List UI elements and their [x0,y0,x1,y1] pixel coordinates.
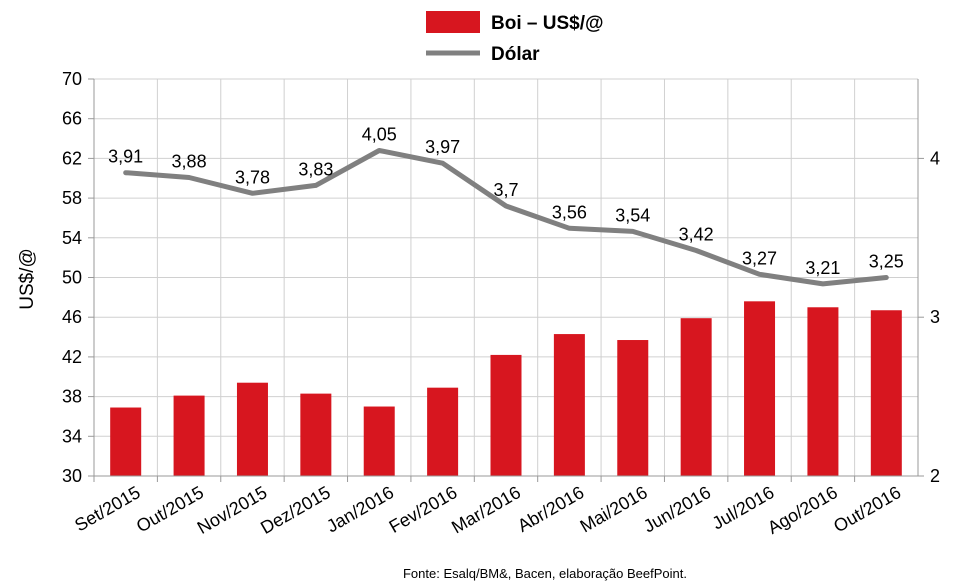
bar [617,340,649,476]
x-tick-label: Nov/2015 [194,482,271,538]
x-tick-label: Ago/2016 [764,482,841,538]
y-tick-label: 58 [62,188,82,208]
bar [870,310,902,476]
y2-tick-label: 3 [930,307,940,327]
bar [744,301,776,476]
data-label: 3,78 [235,167,270,187]
bar [680,318,712,476]
y-tick-label: 46 [62,307,82,327]
y-tick-label: 66 [62,109,82,129]
x-tick-label: Dez/2015 [257,482,334,538]
x-tick-label: Mar/2016 [448,482,524,537]
y-axis-label: US$/@ [17,248,38,310]
x-axis-ticks: Set/2015Out/2015Nov/2015Dez/2015Jan/2016… [71,476,904,538]
y-tick-label: 54 [62,228,82,248]
y-tick-label: 34 [62,426,82,446]
y-axis-ticks: 30 34 38 42 46 50 54 58 62 66 70 [62,69,94,486]
data-label: 3,7 [493,180,518,200]
x-tick-label: Set/2015 [71,482,143,535]
legend-swatch-boi [426,11,480,33]
bars [110,301,902,476]
data-label: 3,21 [805,258,840,278]
x-tick-label: Out/2015 [133,482,207,536]
x-tick-label: Fev/2016 [386,482,461,537]
y-tick-label: 30 [62,466,82,486]
data-label: 4,05 [362,124,397,144]
data-label: 3,91 [108,147,143,167]
legend-label-boi: Boi – US$/@ [491,13,604,34]
bar [553,334,585,476]
dolar-series-line [123,148,889,287]
x-tick-label: Out/2016 [830,482,904,536]
legend-label-dolar: Dólar [491,44,540,65]
bar [236,382,268,476]
bar [300,393,332,476]
y-tick-label: 38 [62,387,82,407]
bar [173,395,205,476]
bar [110,407,142,476]
source-note: Fonte: Esalq/BM&, Bacen, elaboração Beef… [403,566,687,581]
y2-tick-label: 4 [930,148,940,168]
x-tick-label: Jan/2016 [323,482,397,536]
legend: Boi – US$/@ Dólar [426,11,604,65]
bar [427,387,459,476]
y2-tick-label: 2 [930,466,940,486]
x-tick-label: Abr/2016 [514,482,587,536]
data-label: 3,97 [425,137,460,157]
x-tick-label: Jun/2016 [640,482,714,536]
y-tick-label: 50 [62,268,82,288]
y-tick-label: 42 [62,347,82,367]
y-tick-label: 70 [62,69,82,89]
bar [807,307,839,476]
data-label: 3,27 [742,248,777,268]
data-label: 3,54 [615,205,650,225]
bar [363,406,395,476]
y2-axis-ticks: 2 3 4 [918,148,940,486]
data-label: 3,56 [552,202,587,222]
data-labels: 3,91 3,88 3,78 3,83 4,05 3,97 3,7 3,56 3,54 3,42 3… [108,124,904,277]
x-tick-label: Mai/2016 [577,482,651,536]
dolar-line [123,148,889,287]
data-label: 3,25 [869,252,904,272]
data-label: 3,88 [172,151,207,171]
data-label: 3,42 [679,225,714,245]
data-label: 3,83 [298,159,333,179]
y-tick-label: 62 [62,148,82,168]
bar [490,354,522,476]
